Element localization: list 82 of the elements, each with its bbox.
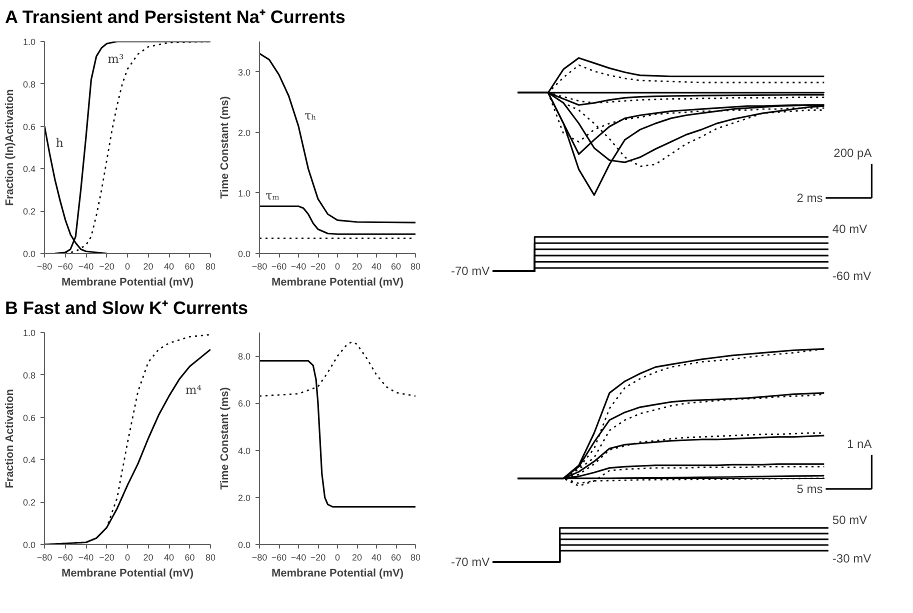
- annotation: -70 mV: [450, 555, 490, 570]
- annotation: 2 ms: [796, 190, 823, 205]
- x-tick-label: 40: [371, 262, 382, 272]
- y-tick-label: 0.0: [22, 249, 36, 259]
- y-tick-label: 6.0: [238, 398, 251, 409]
- x-tick-label: 40: [164, 552, 174, 562]
- x-tick-label: −20: [310, 262, 326, 272]
- annotation: -30 mV: [832, 552, 872, 566]
- x-tick-label: 80: [205, 552, 216, 562]
- annotation: h: [56, 136, 64, 150]
- annotation: τₕ: [304, 108, 316, 122]
- y-tick-label: 0.4: [22, 164, 36, 174]
- y-tick-label: 1.0: [238, 188, 251, 198]
- x-tick-label: 0: [124, 262, 130, 272]
- x-tick-label: 0: [334, 552, 340, 562]
- x-tick-label: −60: [58, 552, 73, 562]
- x-tick-label: 20: [143, 262, 154, 272]
- x-tick-label: 60: [390, 552, 402, 562]
- y-tick-label: 0.6: [22, 412, 36, 423]
- y-axis-title: Fraction (In)Activation: [4, 88, 16, 206]
- x-tick-label: −60: [58, 262, 73, 272]
- y-tick-label: 0.8: [22, 79, 36, 90]
- x-tick-label: 60: [184, 262, 195, 272]
- annotation: m³: [108, 52, 124, 66]
- annotation: -60 mV: [832, 268, 872, 283]
- y-tick-label: 0.2: [22, 206, 36, 217]
- x-tick-label: 60: [390, 262, 402, 272]
- x-tick-label: 60: [184, 552, 195, 562]
- x-tick-label: −80: [252, 262, 268, 272]
- x-tick-label: −80: [36, 552, 52, 562]
- x-tick-label: 80: [205, 262, 216, 272]
- x-tick-label: 40: [371, 552, 382, 562]
- x-axis-title: Membrane Potential (mV): [271, 276, 404, 288]
- x-tick-label: −40: [78, 262, 94, 272]
- x-tick-label: 40: [164, 262, 174, 272]
- y-tick-label: 8.0: [238, 352, 251, 362]
- x-tick-label: 0: [124, 552, 130, 562]
- x-tick-label: −20: [99, 262, 114, 272]
- y-tick-label: 0.8: [22, 370, 36, 380]
- annotation: -70 mV: [450, 264, 490, 278]
- annotation: τₘ: [266, 188, 280, 202]
- text: 50 mV: [832, 512, 868, 527]
- x-axis-title: Membrane Potential (mV): [61, 568, 194, 580]
- text: 1 nA: [847, 436, 872, 451]
- x-tick-label: 20: [143, 552, 154, 562]
- text: 200 pA: [834, 146, 872, 160]
- y-tick-label: 1.0: [22, 328, 36, 338]
- x-tick-label: 20: [352, 262, 362, 272]
- y-axis-title: Time Constant (ms): [218, 386, 231, 490]
- x-axis-title: Membrane Potential (mV): [271, 568, 404, 580]
- x-tick-label: 20: [352, 552, 362, 562]
- x-tick-label: −40: [290, 552, 306, 562]
- y-tick-label: 0.4: [22, 455, 36, 466]
- x-tick-label: −40: [78, 552, 94, 562]
- y-axis-title: Time Constant (ms): [218, 96, 231, 199]
- y-tick-label: 0.0: [22, 540, 36, 550]
- x-tick-label: −60: [271, 552, 287, 562]
- y-tick-label: 0.2: [22, 498, 36, 508]
- x-tick-label: −80: [36, 262, 52, 272]
- annotation: m⁴: [185, 383, 202, 398]
- x-tick-label: −60: [271, 262, 287, 272]
- y-tick-label: 3.0: [238, 67, 251, 78]
- chart-title: A Transient and Persistent Na⁺ Currents: [5, 6, 346, 29]
- annotation: 5 ms: [796, 482, 823, 496]
- x-tick-label: −20: [310, 552, 326, 562]
- x-tick-label: 80: [410, 262, 421, 272]
- y-tick-label: 2.0: [238, 492, 251, 503]
- y-tick-label: 2.0: [238, 128, 251, 138]
- y-tick-label: 4.0: [238, 446, 251, 456]
- x-tick-label: −40: [290, 262, 306, 272]
- text: 40 mV: [832, 222, 868, 236]
- y-tick-label: 0.6: [22, 122, 36, 132]
- y-axis-title: Fraction Activation: [4, 388, 16, 488]
- y-tick-label: 1.0: [22, 37, 36, 47]
- x-tick-label: −20: [99, 552, 114, 562]
- x-axis-title: Membrane Potential (mV): [61, 276, 194, 288]
- x-tick-label: 0: [334, 262, 340, 272]
- chart-title: B Fast and Slow K⁺ Currents: [5, 297, 248, 320]
- x-tick-label: −80: [252, 552, 268, 562]
- x-tick-label: 80: [410, 552, 421, 562]
- y-tick-label: 0.0: [238, 249, 251, 259]
- y-tick-label: 0.0: [238, 540, 251, 550]
